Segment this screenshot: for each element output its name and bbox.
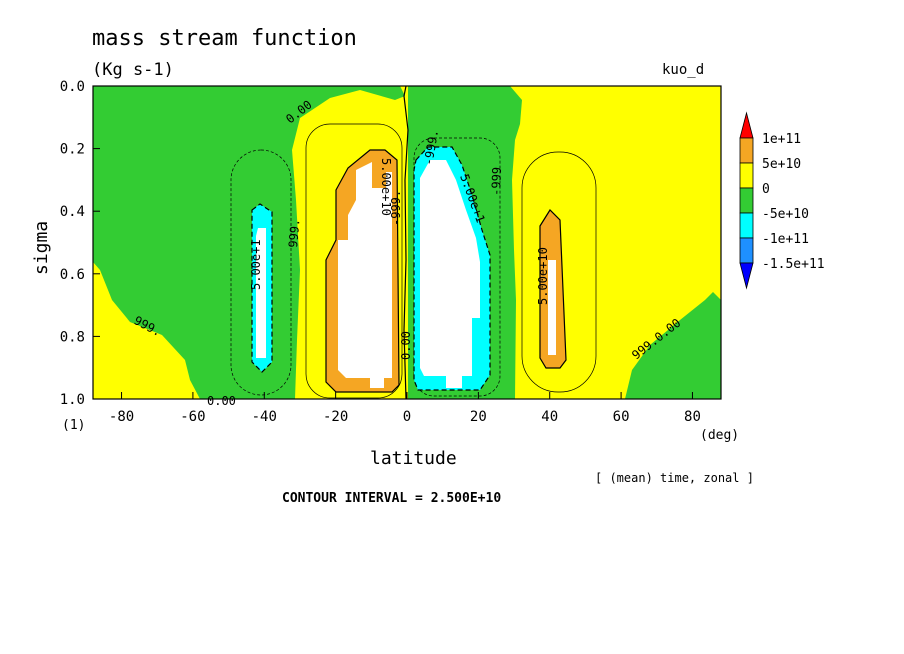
- x-axis: -80 -60 -40 -20 0 20 40 60 80: [109, 392, 701, 425]
- colorbar-label: 1e+11: [762, 132, 801, 147]
- colorbar-swatch: [739, 162, 754, 189]
- contour-label: 5.00e+1: [249, 239, 263, 290]
- contour-ring-south-hadley-outer: [305, 123, 403, 399]
- colorbar-swatch: [739, 187, 754, 214]
- green-region-south: [93, 86, 405, 399]
- colorbar: 1e+11 5e+10 0 -5e+10 -1e+11 -1.5e+11: [739, 111, 825, 290]
- south-ferrel-core: [256, 228, 266, 358]
- x-tick-label: 80: [684, 409, 701, 425]
- green-region-northeast-corner: [625, 292, 721, 399]
- contour-label: 999.: [286, 218, 302, 248]
- y-tick-label: 0.0: [60, 79, 85, 95]
- contour-interval-label: CONTOUR INTERVAL = 2.500E+10: [282, 491, 501, 506]
- contour-label: 0.00: [399, 331, 413, 360]
- x-unit-label: (deg): [700, 428, 739, 443]
- contour-label: -999.: [389, 190, 403, 226]
- colorbar-swatch: [739, 237, 754, 264]
- x-tick-label: 60: [613, 409, 630, 425]
- colorbar-label: -1e+11: [762, 232, 809, 247]
- north-ferrel-core: [548, 260, 556, 355]
- y-unit-label: (1): [62, 418, 85, 433]
- colorbar-top-triangle: [739, 111, 754, 139]
- colorbar-bottom-triangle: [739, 262, 754, 290]
- colorbar-label: 0: [762, 182, 770, 197]
- equatorial-contour: [403, 86, 409, 399]
- contour-label: -999.: [421, 129, 441, 167]
- x-tick-label: -20: [323, 409, 348, 425]
- x-tick-label: 20: [470, 409, 487, 425]
- y-tick-label: 0.4: [60, 204, 85, 220]
- contour-label: 5.00e+10: [379, 158, 393, 216]
- contour-ring-north-ferrel: [521, 151, 597, 393]
- colorbar-label: -1.5e+11: [762, 257, 825, 272]
- experiment-label: kuo_d: [662, 62, 704, 78]
- y-tick-label: 1.0: [60, 392, 85, 408]
- plot-area: [93, 86, 721, 399]
- y-axis-title: sigma: [31, 221, 52, 275]
- x-tick-label: -40: [252, 409, 277, 425]
- y-tick-label: 0.2: [60, 142, 85, 158]
- contour-label: -999: [489, 167, 504, 196]
- x-tick-label: 0: [403, 409, 411, 425]
- south-hadley-core: [338, 162, 392, 388]
- colorbar-swatch: [739, 212, 754, 239]
- y-tick-label: 0.8: [60, 329, 85, 345]
- contour-label: 5.00e+10: [536, 247, 550, 305]
- y-tick-label: 0.6: [60, 267, 85, 283]
- y-axis: 0.0 0.2 0.4 0.6 0.8 1.0: [60, 79, 100, 408]
- averaging-note: [ (mean) time, zonal ]: [595, 471, 754, 485]
- contour-label: 0.00: [207, 394, 236, 408]
- x-axis-title: latitude: [370, 448, 457, 469]
- colorbar-label: 5e+10: [762, 157, 801, 172]
- north-hadley-core: [420, 160, 480, 388]
- chart-title: mass stream function: [92, 26, 357, 51]
- chart-subtitle: (Kg s-1): [92, 60, 174, 80]
- contour-ring-south-ferrel: [230, 149, 292, 396]
- x-tick-label: 40: [541, 409, 558, 425]
- x-tick-label: -80: [109, 409, 134, 425]
- x-tick-label: -60: [180, 409, 205, 425]
- colorbar-swatch: [739, 137, 754, 164]
- colorbar-label: -5e+10: [762, 207, 809, 222]
